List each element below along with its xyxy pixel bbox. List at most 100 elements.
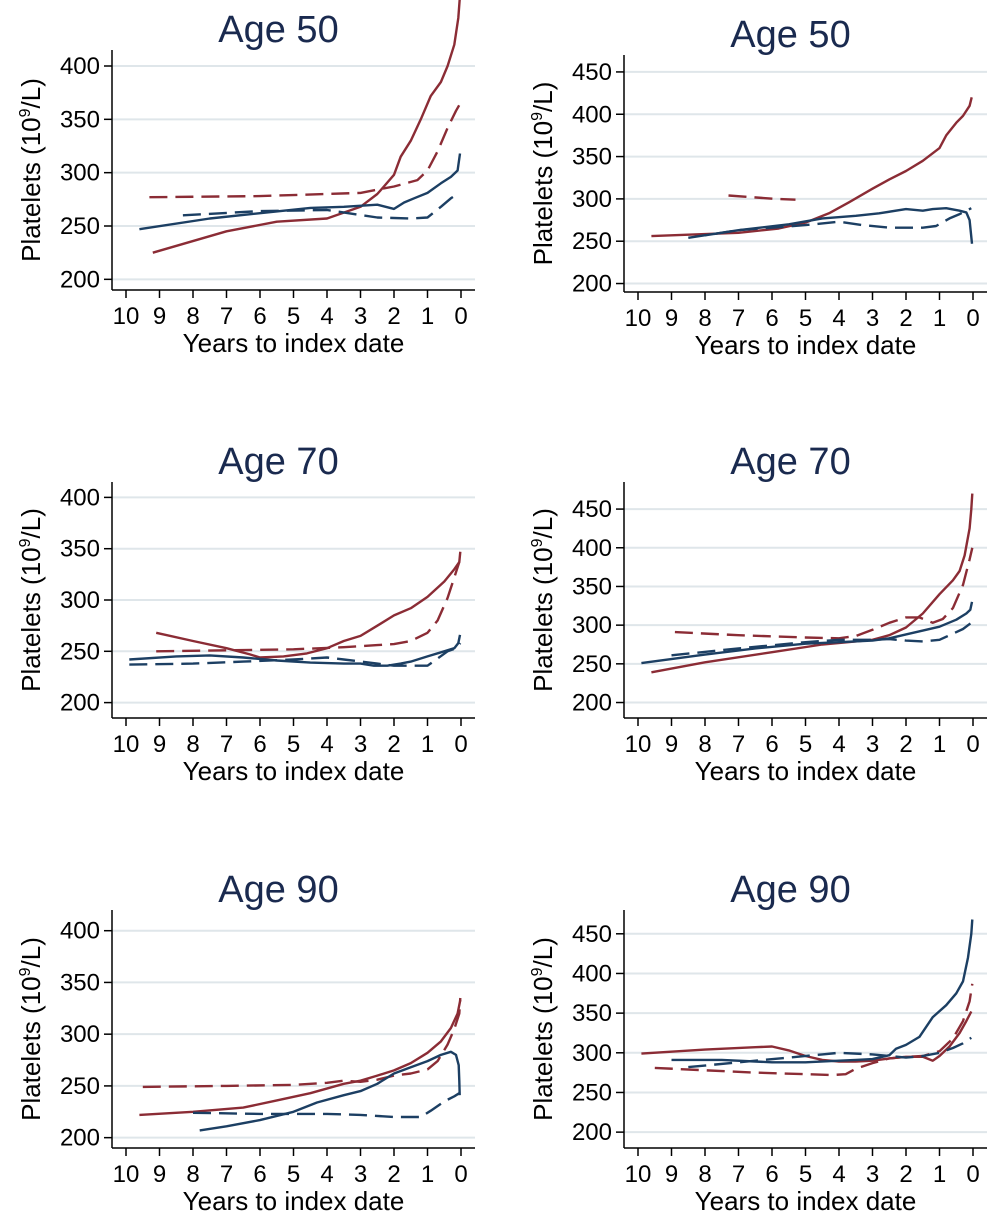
series-line-red-solid (155, 551, 462, 659)
x-tick-label: 9 (153, 731, 166, 758)
x-tick-label: 7 (732, 1161, 745, 1188)
y-axis-label: Platelets (109/L) (16, 78, 46, 262)
x-axis-label: Years to index date (695, 756, 917, 786)
x-tick-label: 3 (866, 305, 879, 332)
x-tick-label: 0 (966, 1161, 979, 1188)
y-tick-label: 200 (572, 690, 612, 717)
x-tick-label: 0 (454, 731, 467, 758)
series-line-red-dashed (156, 561, 461, 653)
x-tick-label: 2 (387, 1161, 400, 1188)
y-tick-label: 400 (60, 918, 100, 945)
x-tick-label: 6 (253, 731, 266, 758)
y-tick-label: 200 (572, 1119, 612, 1146)
series-line-red-solid (651, 493, 974, 674)
x-tick-label: 5 (287, 303, 300, 330)
y-tick-label: 350 (572, 144, 612, 171)
y-tick-label: 250 (572, 651, 612, 678)
y-tick-label: 300 (572, 1040, 612, 1067)
x-tick-label: 1 (933, 1161, 946, 1188)
x-tick-label: 1 (421, 303, 434, 330)
series-line-red-dashed (654, 983, 974, 1077)
x-tick-label: 4 (832, 731, 845, 758)
y-tick-label: 250 (572, 1079, 612, 1106)
x-axis-label: Years to index date (695, 1186, 917, 1216)
y-axis-label: Platelets (109/L) (16, 508, 46, 692)
y-tick-label: 450 (572, 59, 612, 86)
x-tick-label: 5 (287, 731, 300, 758)
x-tick-label: 2 (899, 305, 912, 332)
x-tick-label: 10 (113, 303, 140, 330)
series-line-blue-dashed (182, 191, 460, 220)
series-line-red-dashed (674, 547, 974, 640)
series-line-blue-solid (641, 601, 974, 665)
x-tick-label: 8 (186, 303, 199, 330)
x-axis-label: Years to index date (183, 1186, 405, 1216)
x-tick-label: 2 (899, 731, 912, 758)
x-tick-label: 5 (287, 1161, 300, 1188)
x-axis-label: Years to index date (695, 330, 917, 360)
x-tick-label: 10 (625, 1161, 652, 1188)
x-tick-label: 8 (698, 731, 711, 758)
x-axis-label: Years to index date (183, 328, 405, 358)
x-tick-label: 9 (153, 1161, 166, 1188)
x-tick-label: 10 (113, 731, 140, 758)
x-tick-label: 3 (866, 1161, 879, 1188)
series-line-blue-dashed (688, 1036, 972, 1069)
x-tick-label: 5 (799, 305, 812, 332)
series-line-blue-solid (671, 919, 974, 1064)
y-tick-label: 250 (60, 213, 100, 240)
x-tick-label: 0 (966, 305, 979, 332)
series-line-red-dashed (142, 997, 462, 1089)
x-tick-label: 6 (253, 1161, 266, 1188)
y-tick-label: 450 (572, 496, 612, 523)
x-tick-label: 4 (832, 1161, 845, 1188)
x-tick-label: 10 (113, 1161, 140, 1188)
x-tick-label: 1 (421, 731, 434, 758)
panel-title: Age 90 (730, 869, 850, 911)
x-tick-label: 7 (732, 731, 745, 758)
x-tick-label: 3 (354, 303, 367, 330)
y-tick-label: 350 (572, 1000, 612, 1027)
panel-title: Age 90 (218, 869, 338, 911)
x-tick-label: 6 (765, 731, 778, 758)
series-line-red-dashed (728, 194, 796, 201)
y-axis-label: Platelets (109/L) (528, 937, 558, 1121)
series-line-blue-dashed (688, 207, 972, 239)
series-line-blue-solid (199, 1050, 461, 1132)
y-tick-label: 200 (60, 1125, 100, 1152)
y-tick-label: 350 (60, 106, 100, 133)
x-axis-label: Years to index date (183, 756, 405, 786)
y-tick-label: 250 (60, 638, 100, 665)
x-tick-label: 0 (966, 731, 979, 758)
y-tick-label: 200 (60, 690, 100, 717)
y-tick-label: 400 (572, 960, 612, 987)
x-tick-label: 7 (220, 303, 233, 330)
series-line-blue-solid (139, 153, 462, 231)
x-tick-label: 9 (665, 731, 678, 758)
x-tick-label: 8 (186, 1161, 199, 1188)
x-tick-label: 1 (933, 305, 946, 332)
x-tick-label: 3 (866, 731, 879, 758)
x-tick-label: 8 (186, 731, 199, 758)
panel-title: Age 50 (218, 9, 338, 51)
series-line-red-dashed (149, 102, 462, 199)
y-tick-label: 200 (60, 266, 100, 293)
y-tick-label: 250 (60, 1073, 100, 1100)
y-tick-label: 450 (572, 921, 612, 948)
x-tick-label: 7 (220, 731, 233, 758)
series-line-red-solid (641, 1010, 973, 1063)
x-tick-label: 3 (354, 1161, 367, 1188)
x-tick-label: 9 (153, 303, 166, 330)
x-tick-label: 6 (765, 1161, 778, 1188)
x-tick-label: 10 (625, 731, 652, 758)
series-line-red-solid (651, 97, 973, 238)
y-tick-label: 300 (60, 587, 100, 614)
x-tick-label: 8 (698, 305, 711, 332)
series-line-blue-dashed (192, 1092, 460, 1119)
